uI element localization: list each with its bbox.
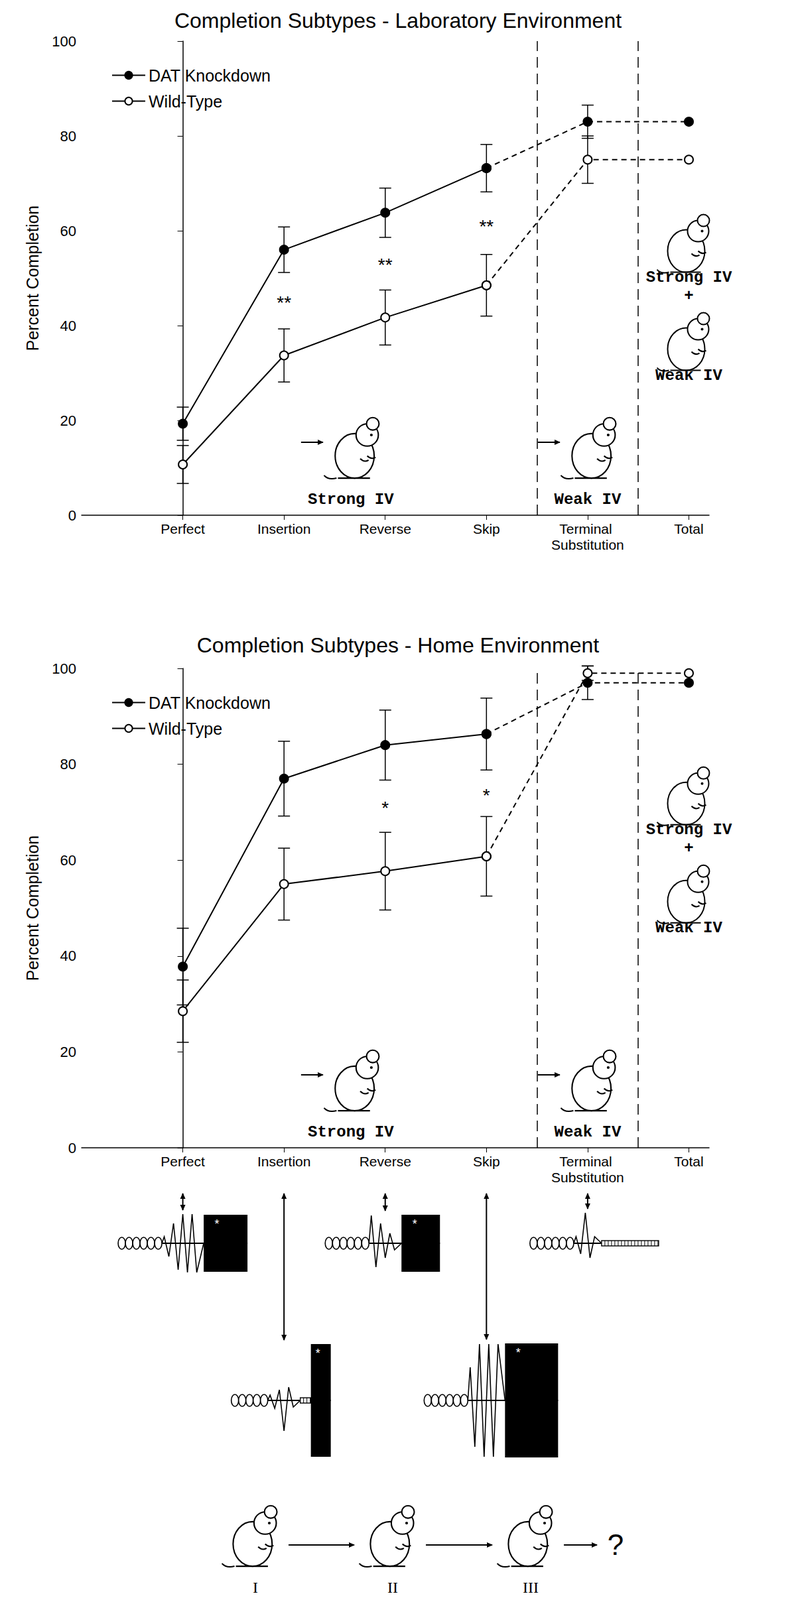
svg-text:Total: Total — [673, 521, 704, 537]
svg-text:Completion Subtypes - Laborato: Completion Subtypes - Laboratory Environ… — [174, 8, 622, 33]
svg-text:Percent Completion: Percent Completion — [23, 835, 42, 982]
svg-text:0: 0 — [68, 507, 77, 525]
svg-text:Strong IV: Strong IV — [646, 268, 733, 287]
svg-text:Terminal: Terminal — [559, 521, 616, 537]
svg-text:I: I — [252, 1579, 259, 1597]
svg-text:**: ** — [378, 254, 393, 276]
svg-text:Weak IV: Weak IV — [655, 919, 723, 938]
svg-text:Terminal: Terminal — [559, 1154, 616, 1170]
svg-text:Weak IV: Weak IV — [655, 366, 723, 385]
svg-text:20: 20 — [60, 1044, 77, 1061]
svg-text:Total: Total — [673, 1154, 704, 1170]
svg-text:Perfect: Perfect — [160, 521, 205, 537]
svg-text:Skip: Skip — [472, 1154, 501, 1170]
svg-text:100: 100 — [51, 33, 77, 50]
svg-text:20: 20 — [60, 412, 77, 430]
svg-text:Weak IV: Weak IV — [553, 490, 621, 509]
svg-text:0: 0 — [68, 1140, 77, 1157]
svg-text:DAT Knockdown: DAT Knockdown — [148, 66, 271, 85]
svg-text:Reverse: Reverse — [359, 1154, 412, 1170]
svg-text:*: * — [381, 797, 389, 819]
svg-text:*: * — [516, 1346, 521, 1360]
svg-text:**: ** — [478, 216, 494, 237]
svg-text:Strong IV: Strong IV — [307, 1123, 395, 1142]
svg-text:100: 100 — [51, 660, 77, 678]
svg-text:*: * — [315, 1347, 321, 1361]
svg-text:Completion Subtypes - Home Env: Completion Subtypes - Home Environment — [197, 633, 600, 658]
svg-text:**: ** — [276, 292, 292, 314]
svg-text:*: * — [214, 1217, 220, 1232]
svg-text:40: 40 — [60, 317, 77, 335]
svg-text:80: 80 — [60, 128, 77, 145]
svg-text:Reverse: Reverse — [359, 521, 412, 537]
svg-text:40: 40 — [60, 947, 77, 965]
svg-text:Wild-Type: Wild-Type — [148, 92, 223, 111]
svg-text:?: ? — [607, 1528, 624, 1562]
svg-text:Perfect: Perfect — [160, 1154, 205, 1170]
svg-text:*: * — [412, 1217, 418, 1232]
svg-text:II: II — [387, 1579, 398, 1597]
svg-text:Substitution: Substitution — [551, 537, 625, 553]
svg-text:80: 80 — [60, 756, 77, 773]
svg-text:Percent Completion: Percent Completion — [23, 205, 42, 352]
svg-text:Insertion: Insertion — [257, 1154, 312, 1170]
svg-text:Weak IV: Weak IV — [553, 1123, 621, 1142]
svg-text:+: + — [683, 287, 694, 306]
svg-text:+: + — [683, 839, 694, 858]
svg-text:60: 60 — [60, 852, 77, 869]
svg-text:Strong IV: Strong IV — [307, 490, 395, 509]
svg-text:60: 60 — [60, 222, 77, 240]
svg-text:DAT Knockdown: DAT Knockdown — [148, 693, 271, 713]
svg-text:III: III — [522, 1579, 539, 1597]
svg-text:Wild-Type: Wild-Type — [148, 719, 223, 739]
svg-text:Strong IV: Strong IV — [646, 821, 733, 840]
svg-text:Skip: Skip — [472, 521, 501, 537]
svg-text:Insertion: Insertion — [257, 521, 312, 537]
svg-text:*: * — [482, 785, 491, 806]
svg-text:Substitution: Substitution — [551, 1170, 625, 1186]
